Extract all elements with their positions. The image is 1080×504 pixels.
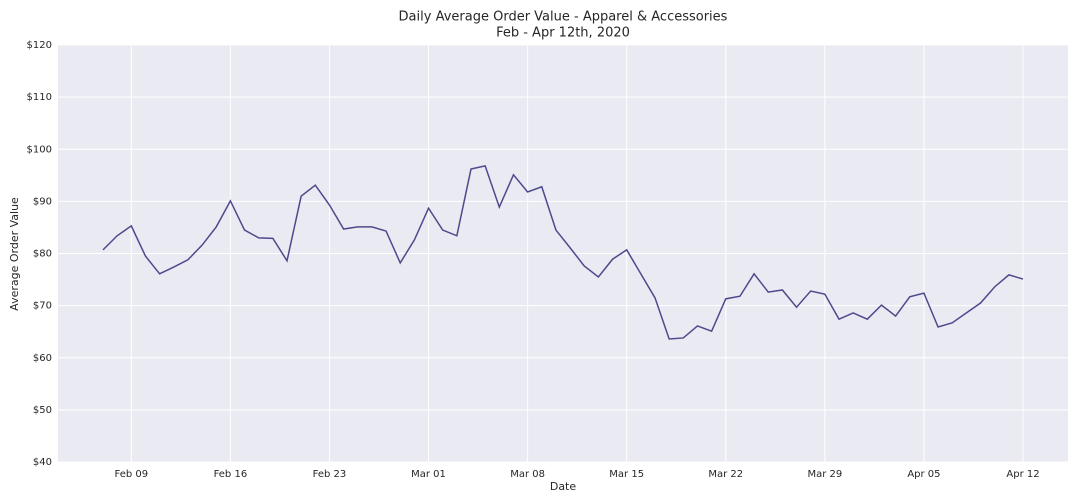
chart-title: Daily Average Order Value - Apparel & Ac… <box>399 10 728 25</box>
y-tick-label: $50 <box>33 405 52 416</box>
y-tick-label: $90 <box>33 196 52 207</box>
chart-subtitle: Feb - Apr 12th, 2020 <box>496 26 630 41</box>
x-tick-label: Mar 29 <box>807 469 842 480</box>
x-tick-label: Apr 12 <box>1006 469 1039 480</box>
x-tick-label: Mar 22 <box>708 469 743 480</box>
x-tick-label: Mar 01 <box>411 469 446 480</box>
y-tick-label: $60 <box>33 353 52 364</box>
x-tick-label: Apr 05 <box>907 469 940 480</box>
x-tick-label: Feb 16 <box>214 469 248 480</box>
y-tick-label: $80 <box>33 249 52 260</box>
x-tick-label: Mar 08 <box>510 469 545 480</box>
y-tick-label: $40 <box>33 457 52 468</box>
y-tick-label: $100 <box>27 144 52 155</box>
x-tick-label: Mar 15 <box>609 469 644 480</box>
y-tick-label: $120 <box>27 40 52 51</box>
y-tick-label: $110 <box>27 92 52 103</box>
y-axis-label: Average Order Value <box>8 197 21 311</box>
y-tick-label: $70 <box>33 301 52 312</box>
x-axis-label: Date <box>550 480 577 493</box>
x-tick-label: Feb 09 <box>115 469 149 480</box>
x-tick-label: Feb 23 <box>313 469 347 480</box>
line <box>102 165 1024 340</box>
